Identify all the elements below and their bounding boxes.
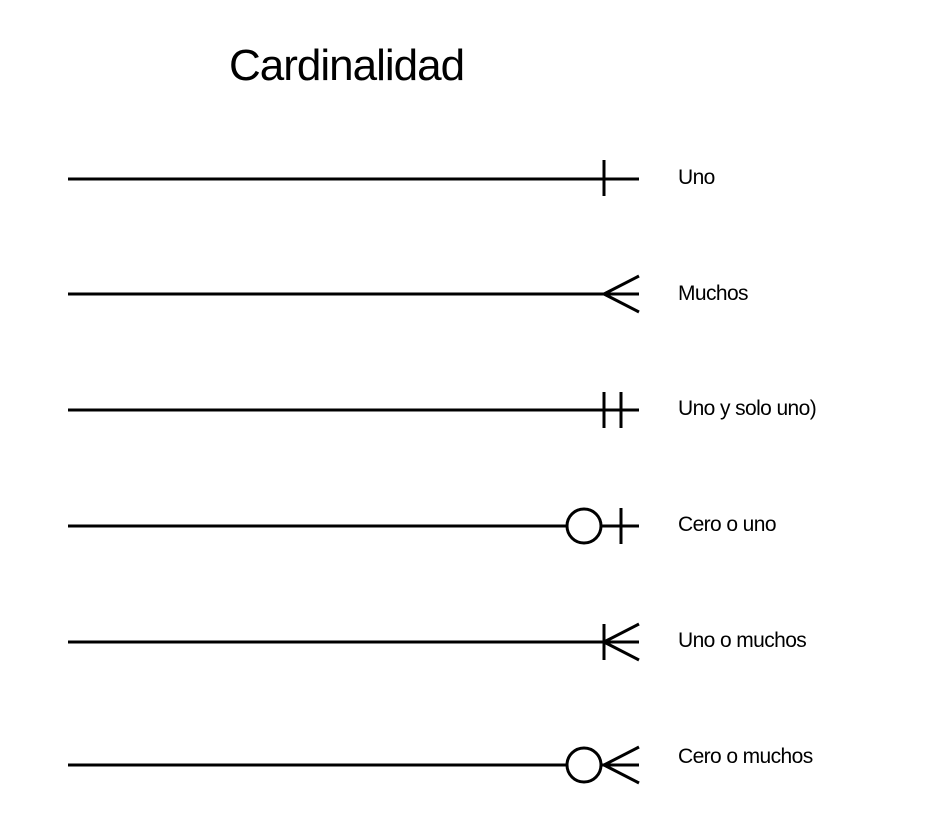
cardinality-label-zero-or-many: Cero o muchos — [678, 745, 813, 768]
cardinality-label-one: Uno — [678, 166, 715, 189]
cardinality-one-symbol — [68, 160, 639, 196]
cardinality-many-symbol — [68, 274, 640, 314]
page-title: Cardinalidad — [229, 41, 465, 90]
cardinality-zero-or-many-symbol — [68, 745, 640, 785]
cardinality-label-one-and-only-one: Uno y solo uno) — [678, 397, 817, 420]
cardinality-label-zero-or-one: Cero o uno — [678, 513, 777, 536]
cardinality-one-and-only-one-symbol — [68, 392, 639, 428]
cardinality-label-one-or-many: Uno o muchos — [678, 629, 807, 652]
cardinality-one-or-many-symbol — [68, 622, 640, 662]
cardinality-label-many: Muchos — [678, 282, 749, 305]
cardinality-zero-or-one-symbol — [68, 507, 639, 545]
